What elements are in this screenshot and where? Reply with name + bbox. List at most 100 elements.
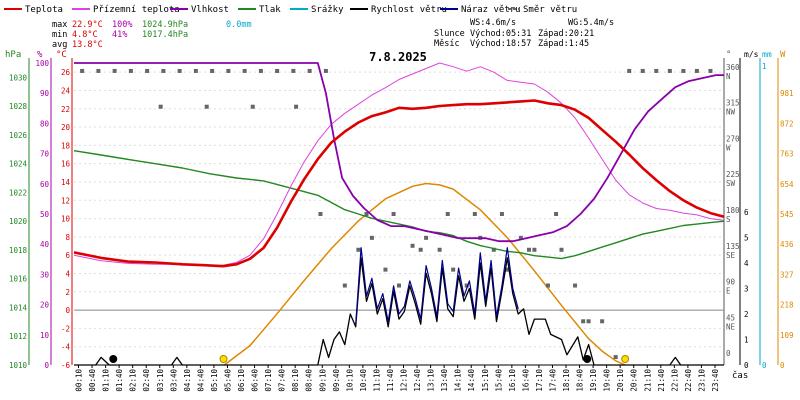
direction-tick-0: 0 [726, 349, 731, 358]
point-smer-vetru [145, 68, 150, 73]
x-tick-2: 01:10 [102, 369, 111, 392]
wind-tick-5: 5 [744, 234, 749, 243]
point-smer-vetru [499, 212, 504, 216]
pressure-tick-0: 1010 [9, 361, 28, 370]
x-tick-39: 19:40 [603, 369, 612, 392]
point-smer-vetru [204, 104, 209, 109]
stat-max-temp: 22.9°C [72, 20, 103, 30]
direction-label-6: W [726, 143, 731, 152]
series-smer-vetru [80, 68, 713, 360]
moon-set-marker [109, 355, 118, 363]
stat-avg-temp: 13.8°C [72, 40, 103, 50]
x-tick-3: 01:40 [115, 369, 124, 392]
x-tick-16: 08:10 [291, 369, 300, 392]
legend-item-tlak: Tlak [238, 5, 281, 15]
direction-tick-2: 90 [726, 278, 736, 287]
point-smer-vetru [128, 68, 133, 73]
x-tick-1: 00:40 [88, 369, 97, 392]
point-smer-vetru [545, 283, 550, 288]
point-smer-vetru [586, 319, 591, 324]
x-tick-9: 04:40 [196, 369, 205, 392]
x-tick-15: 07:40 [278, 369, 287, 392]
temperature-tick-9: 12 [61, 196, 70, 205]
x-tick-19: 09:40 [332, 369, 341, 392]
temperature-tick-16: 26 [61, 68, 71, 77]
legend-label-tlak: Tlak [259, 5, 281, 15]
stat-max-press: 1024.9hPa [142, 20, 188, 30]
direction-tick-4: 180 [726, 206, 740, 215]
x-axis-ticks: 00:10 00:40 01:10 01:40 02:10 02:40 03:10 03:40… [74, 364, 724, 392]
direction-tick-8: 360 [726, 63, 740, 72]
wind-tick-0: 0 [744, 361, 749, 370]
point-smer-vetru [291, 68, 296, 73]
humidity-tick-4: 40 [40, 240, 50, 249]
legend-label-smer-vetru: Směr větru [523, 5, 577, 15]
direction-label-3: SE [726, 251, 736, 260]
x-tick-29: 14:40 [467, 369, 476, 392]
direction-tick-1: 45 [726, 313, 735, 322]
point-smer-vetru [491, 247, 496, 252]
temperature-tick-13: 20 [61, 123, 71, 132]
point-smer-vetru [445, 212, 450, 216]
point-smer-vetru [472, 212, 477, 216]
solar-tick-9: 981 [780, 89, 794, 98]
x-tick-20: 10:10 [345, 369, 354, 392]
x-tick-41: 20:40 [630, 369, 639, 392]
series-rychlost-vetru [74, 257, 724, 366]
point-smer-vetru [210, 68, 215, 73]
x-tick-24: 12:10 [400, 369, 409, 392]
stat-min-temp: 4.8°C [72, 30, 98, 40]
x-tick-35: 17:40 [548, 369, 557, 392]
humidity-tick-8: 80 [40, 119, 50, 128]
x-tick-47: 23:40 [711, 369, 720, 392]
x-tick-8: 04:10 [183, 369, 192, 392]
point-smer-vetru [318, 212, 323, 216]
temperature-tick-8: 10 [61, 215, 71, 224]
point-smer-vetru [708, 68, 713, 73]
x-tick-10: 05:10 [210, 369, 219, 392]
direction-label-5: SW [726, 179, 736, 188]
series-vlhkost [74, 62, 724, 243]
point-smer-vetru [424, 235, 429, 240]
humidity-tick-1: 10 [40, 331, 50, 340]
wind-speed-info: WS:4.6m/s [470, 18, 516, 28]
humidity-tick-10: 100 [35, 59, 49, 68]
point-smer-vetru [112, 68, 117, 73]
wind-tick-2: 2 [744, 310, 749, 319]
solar-tick-5: 545 [780, 210, 794, 219]
point-smer-vetru [613, 355, 618, 360]
solar-tick-2: 218 [780, 301, 794, 310]
point-smer-vetru [356, 247, 361, 252]
temperature-tick-11: 16 [61, 160, 71, 169]
sun-rise-info: Východ:05:31 [470, 29, 531, 39]
point-smer-vetru [275, 68, 280, 73]
humidity-tick-9: 90 [40, 89, 50, 98]
chart-title: 7.8.2025 [369, 50, 427, 64]
direction-label-2: E [726, 287, 731, 296]
solar-axis-label: W [780, 50, 786, 60]
legend-item-naraz-vetru: Náraz větru [440, 5, 521, 15]
x-tick-12: 06:10 [237, 369, 246, 392]
point-smer-vetru [518, 235, 523, 240]
pressure-tick-8: 1026 [9, 131, 28, 140]
legend-item-teplota: Teplota [4, 5, 63, 15]
point-smer-vetru [694, 68, 699, 73]
temperature-tick-7: 8 [65, 233, 70, 242]
x-tick-46: 23:10 [697, 369, 706, 392]
x-tick-7: 03:40 [169, 369, 178, 392]
temperature-tick-3: 0 [65, 306, 70, 315]
temperature-tick-14: 22 [61, 105, 70, 114]
legend-label-vlhkost: Vlhkost [191, 5, 229, 15]
point-smer-vetru [307, 68, 312, 73]
x-tick-38: 19:10 [589, 369, 598, 392]
point-smer-vetru [369, 235, 374, 240]
legend-label-prizemni-teplota: Přízemní teplota [93, 5, 180, 15]
point-smer-vetru [193, 68, 198, 73]
x-tick-23: 11:40 [386, 369, 395, 392]
point-smer-vetru [437, 247, 442, 252]
solar-tick-3: 327 [780, 270, 794, 279]
series-layer [73, 62, 725, 366]
x-tick-36: 18:10 [562, 369, 571, 392]
temperature-tick-4: 2 [65, 288, 70, 297]
wind-axis-label: m/s [744, 50, 759, 59]
